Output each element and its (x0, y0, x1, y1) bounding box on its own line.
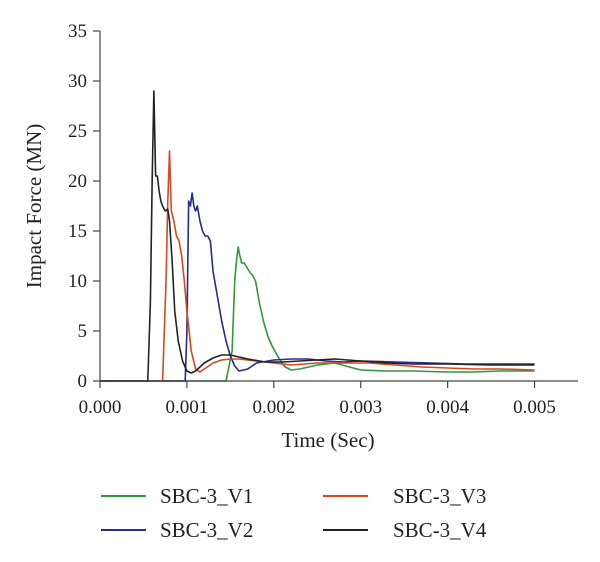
x-tick-label: 0.004 (426, 397, 469, 418)
legend-label: SBC-3_V4 (393, 518, 487, 542)
x-axis-title: Time (Sec) (281, 428, 374, 452)
y-tick-label: 10 (68, 271, 87, 292)
y-tick-label: 20 (68, 171, 87, 192)
x-tick-label: 0.005 (513, 397, 556, 418)
plot-lines (100, 90, 535, 382)
legend-item-2: SBC-3_V2 (101, 518, 253, 542)
x-tick-label: 0.002 (252, 397, 295, 418)
legend-item-1: SBC-3_V1 (101, 484, 253, 508)
legend-label: SBC-3_V3 (393, 484, 486, 508)
legend-label: SBC-3_V2 (160, 518, 253, 542)
x-tick-label: 0.001 (166, 397, 209, 418)
y-tick-label: 35 (68, 21, 87, 42)
axes: 0 5 10 15 20 25 30 35 0.000 0.001 0.002 0.003 0.004 0… (22, 21, 578, 452)
y-tick-label: 5 (78, 321, 88, 342)
legend-label: SBC-3_V1 (160, 484, 253, 508)
series-line-3 (100, 150, 535, 382)
y-tick-label: 15 (68, 221, 87, 242)
x-tick-label: 0.003 (339, 397, 382, 418)
y-tick-label: 30 (68, 71, 87, 92)
legend: SBC-3_V1 SBC-3_V2 SBC-3_V3 SBC-3_V4 (101, 484, 487, 542)
y-tick-label: 0 (78, 371, 88, 392)
series-line-2 (100, 192, 535, 382)
series-line-4 (100, 90, 535, 382)
x-tick-label: 0.000 (79, 397, 122, 418)
legend-item-3: SBC-3_V3 (323, 484, 486, 508)
y-tick-label: 25 (68, 121, 87, 142)
series-line-1 (100, 246, 535, 382)
legend-item-4: SBC-3_V4 (323, 518, 487, 542)
y-axis-title: Impact Force (MN) (22, 124, 46, 288)
